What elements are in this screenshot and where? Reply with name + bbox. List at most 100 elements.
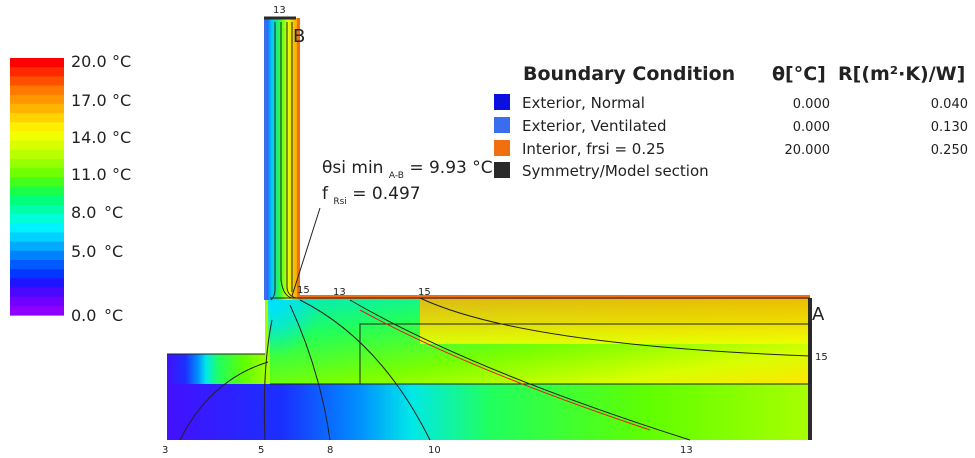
f-rsi-value: = 0.497 <box>352 184 420 204</box>
scale-band <box>10 85 64 96</box>
isotherm-line <box>270 22 276 301</box>
scale-band <box>10 149 64 160</box>
isotherm-line-13 <box>349 299 691 441</box>
legend-row-label-1: Exterior, Ventilated <box>522 117 667 135</box>
isotherm-label-bottom-8: 8 <box>327 445 333 456</box>
scale-band <box>10 168 64 178</box>
boundary-condition-legend: Boundary Condition θ[°C] R[(m²·K)/W] Ext… <box>494 63 968 180</box>
scale-band <box>10 305 64 316</box>
scale-unit-11: °C <box>112 165 131 184</box>
isotherm-label-top: 13 <box>273 5 286 16</box>
f-rsi-label: f Rsi = 0.497 <box>322 184 421 209</box>
isotherm-label-bottom-3: 3 <box>162 445 168 456</box>
point-label-b: B <box>293 26 305 47</box>
scale-unit-0: °C <box>104 306 123 325</box>
scale-band <box>10 113 64 123</box>
legend-swatch-exterior-normal <box>494 94 510 110</box>
min-temperature-annotation: θsi min A-B = 9.93 °C f Rsi = 0.497 <box>291 158 493 297</box>
scale-band <box>10 223 64 233</box>
scale-band <box>10 269 64 279</box>
scale-band <box>10 67 64 77</box>
point-label-a: A <box>812 304 825 325</box>
wall-exterior-surface <box>264 18 267 300</box>
legend-swatch-symmetry <box>494 162 510 178</box>
scale-unit-8: °C <box>104 203 123 222</box>
scale-label-5: 5.0 <box>71 242 96 261</box>
scale-band <box>10 195 64 206</box>
isotherm-label-bottom-10: 10 <box>428 445 441 456</box>
scale-band <box>10 76 64 87</box>
scale-band <box>10 232 64 243</box>
scale-band <box>10 250 64 261</box>
scale-label-8: 8.0 <box>71 203 96 222</box>
theta-si-min-subscript: A-B <box>389 171 404 181</box>
scale-band <box>10 131 64 142</box>
temperature-scale-labels: 20.0 17.0 14.0 11.0 8.0 5.0 0.0 °C °C °C… <box>71 52 131 325</box>
scale-label-11: 11.0 <box>71 165 107 184</box>
scale-band <box>10 103 64 114</box>
scale-band <box>10 186 64 197</box>
scale-band <box>10 94 64 105</box>
isotherm-line-red <box>359 309 651 431</box>
legend-row-label-0: Exterior, Normal <box>522 94 645 112</box>
f-rsi-text: f <box>322 184 329 204</box>
scale-band <box>10 122 64 133</box>
legend-row-r-2: 0.250 <box>931 143 968 158</box>
isotherm-line <box>289 304 331 441</box>
scale-label-17: 17.0 <box>71 91 107 110</box>
scale-unit-14: °C <box>112 128 131 147</box>
scale-band <box>10 140 64 151</box>
scale-label-0: 0.0 <box>71 306 96 325</box>
legend-title: Boundary Condition <box>523 63 735 85</box>
legend-row-r-0: 0.040 <box>931 97 968 112</box>
isotherm-label-13: 13 <box>333 287 346 298</box>
floor-slab-top-band <box>420 298 810 344</box>
isotherm-label-right-15: 15 <box>815 352 828 363</box>
scale-unit-17: °C <box>112 91 131 110</box>
legend-row-r-1: 0.130 <box>931 120 968 135</box>
legend-swatch-interior <box>494 140 510 156</box>
scale-label-20: 20.0 <box>71 52 107 71</box>
scale-band <box>10 241 64 252</box>
scale-band <box>10 296 64 307</box>
scale-band <box>10 214 64 224</box>
theta-si-min-text: θsi min <box>322 158 383 178</box>
scale-band <box>10 58 64 68</box>
corner-cool-zone <box>268 298 348 388</box>
legend-row-theta-0: 0.000 <box>793 97 830 112</box>
scale-band <box>10 204 64 215</box>
scale-unit-20: °C <box>112 52 131 71</box>
ground-region-lower <box>167 384 810 440</box>
isotherm-line <box>299 299 431 441</box>
thermal-model: 13 15 13 15 15 3 5 8 10 13 B A <box>162 5 828 456</box>
legend-row-label-3: Symmetry/Model section <box>522 162 709 180</box>
isotherm-line <box>263 319 273 441</box>
isotherm-line <box>179 361 269 441</box>
legend-row-label-2: Interior, frsi = 0.25 <box>522 140 665 158</box>
legend-theta-header: θ[°C] <box>772 63 826 85</box>
wall-interior-surface <box>297 18 300 298</box>
scale-band <box>10 278 64 289</box>
scale-band <box>10 259 64 270</box>
scale-band <box>10 287 64 298</box>
isotherm-label-bottom-5: 5 <box>258 445 264 456</box>
scale-unit-5: °C <box>104 242 123 261</box>
f-rsi-subscript: Rsi <box>333 197 346 207</box>
scale-band <box>10 158 64 169</box>
legend-r-header: R[(m²·K)/W] <box>838 63 965 85</box>
isotherm-line <box>280 22 293 299</box>
scale-band <box>10 177 64 188</box>
annotation-leader-line <box>291 207 321 297</box>
legend-row-theta-1: 0.000 <box>793 120 830 135</box>
isotherm-line <box>286 22 297 299</box>
isotherm-label-bottom-13: 13 <box>680 445 693 456</box>
isotherm-line-15 <box>419 297 811 357</box>
floor-interior-surface <box>297 295 810 299</box>
isotherm-label-15: 15 <box>418 287 431 298</box>
scale-label-14: 14.0 <box>71 128 107 147</box>
theta-si-min-label: θsi min A-B = 9.93 °C <box>322 158 493 183</box>
legend-row-theta-2: 20.000 <box>785 143 831 158</box>
isotherm-label-corner: 15 <box>297 285 310 296</box>
temperature-scale-bar <box>10 58 64 316</box>
